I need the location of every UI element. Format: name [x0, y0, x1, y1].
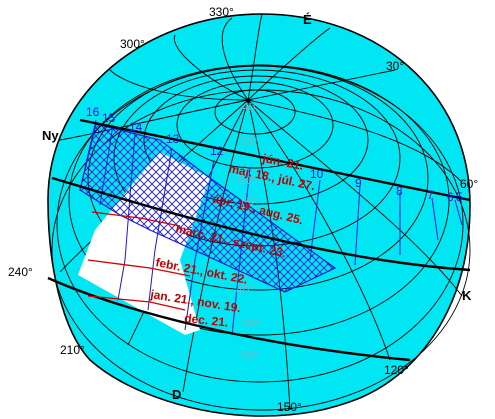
azimuth-label-330: 330° [209, 5, 234, 19]
cardinal-label-west: Ny [42, 128, 59, 143]
altitude-label-10: 10° [240, 349, 258, 363]
date-lines [87, 211, 191, 311]
altitude-circle-20 [56, 65, 464, 383]
azimuth-label-240: 240° [8, 265, 33, 279]
altitude-circle-10 [51, 89, 471, 411]
hour-label-15: 15 [102, 111, 116, 125]
hour-label-8: 8 [396, 184, 403, 198]
cardinal-label-south: D [172, 387, 181, 402]
hour-label-16: 16 [86, 105, 100, 119]
sun-path-marc21 [51, 176, 471, 272]
sun-path-jun21 [79, 118, 471, 202]
azimuth-label-30: 30° [386, 59, 404, 73]
sun-path-dec21 [47, 276, 411, 362]
azimuth-label-150: 150° [277, 400, 302, 414]
altitude-label-70: 70° [240, 135, 258, 149]
cardinal-label-north: É [303, 12, 312, 27]
altitude-label-60: 60° [241, 194, 259, 208]
azimuth-label-120: 120° [384, 363, 409, 377]
altitude-circle-30 [68, 64, 450, 336]
azimuth-label-210: 210° [60, 343, 85, 357]
altitude-label-80: 40° [242, 100, 260, 114]
azimuth-label-300: 300° [120, 37, 145, 51]
hour-label-6: 6 [447, 190, 454, 204]
azimuth-label-60: 60° [460, 177, 478, 191]
hour-label-9: 9 [355, 176, 362, 190]
altitude-label-50: 50° [238, 173, 256, 187]
altitude-circle-70 [176, 81, 334, 169]
hour-label-14: 14 [129, 120, 143, 134]
cardinal-label-east: K [462, 288, 472, 303]
hour-label-5: 5 [456, 190, 463, 204]
altitude-label-40: 40° [236, 283, 254, 297]
altitude-label-20: 20° [242, 317, 260, 331]
date-label-dec21: dec. 21. [184, 311, 229, 330]
hour-label-10: 10 [310, 167, 324, 181]
sun-path-lines [47, 118, 471, 362]
hour-label-7: 7 [427, 188, 434, 202]
hour-label-13: 13 [166, 132, 180, 146]
hour-label-12: 12 [210, 144, 224, 158]
